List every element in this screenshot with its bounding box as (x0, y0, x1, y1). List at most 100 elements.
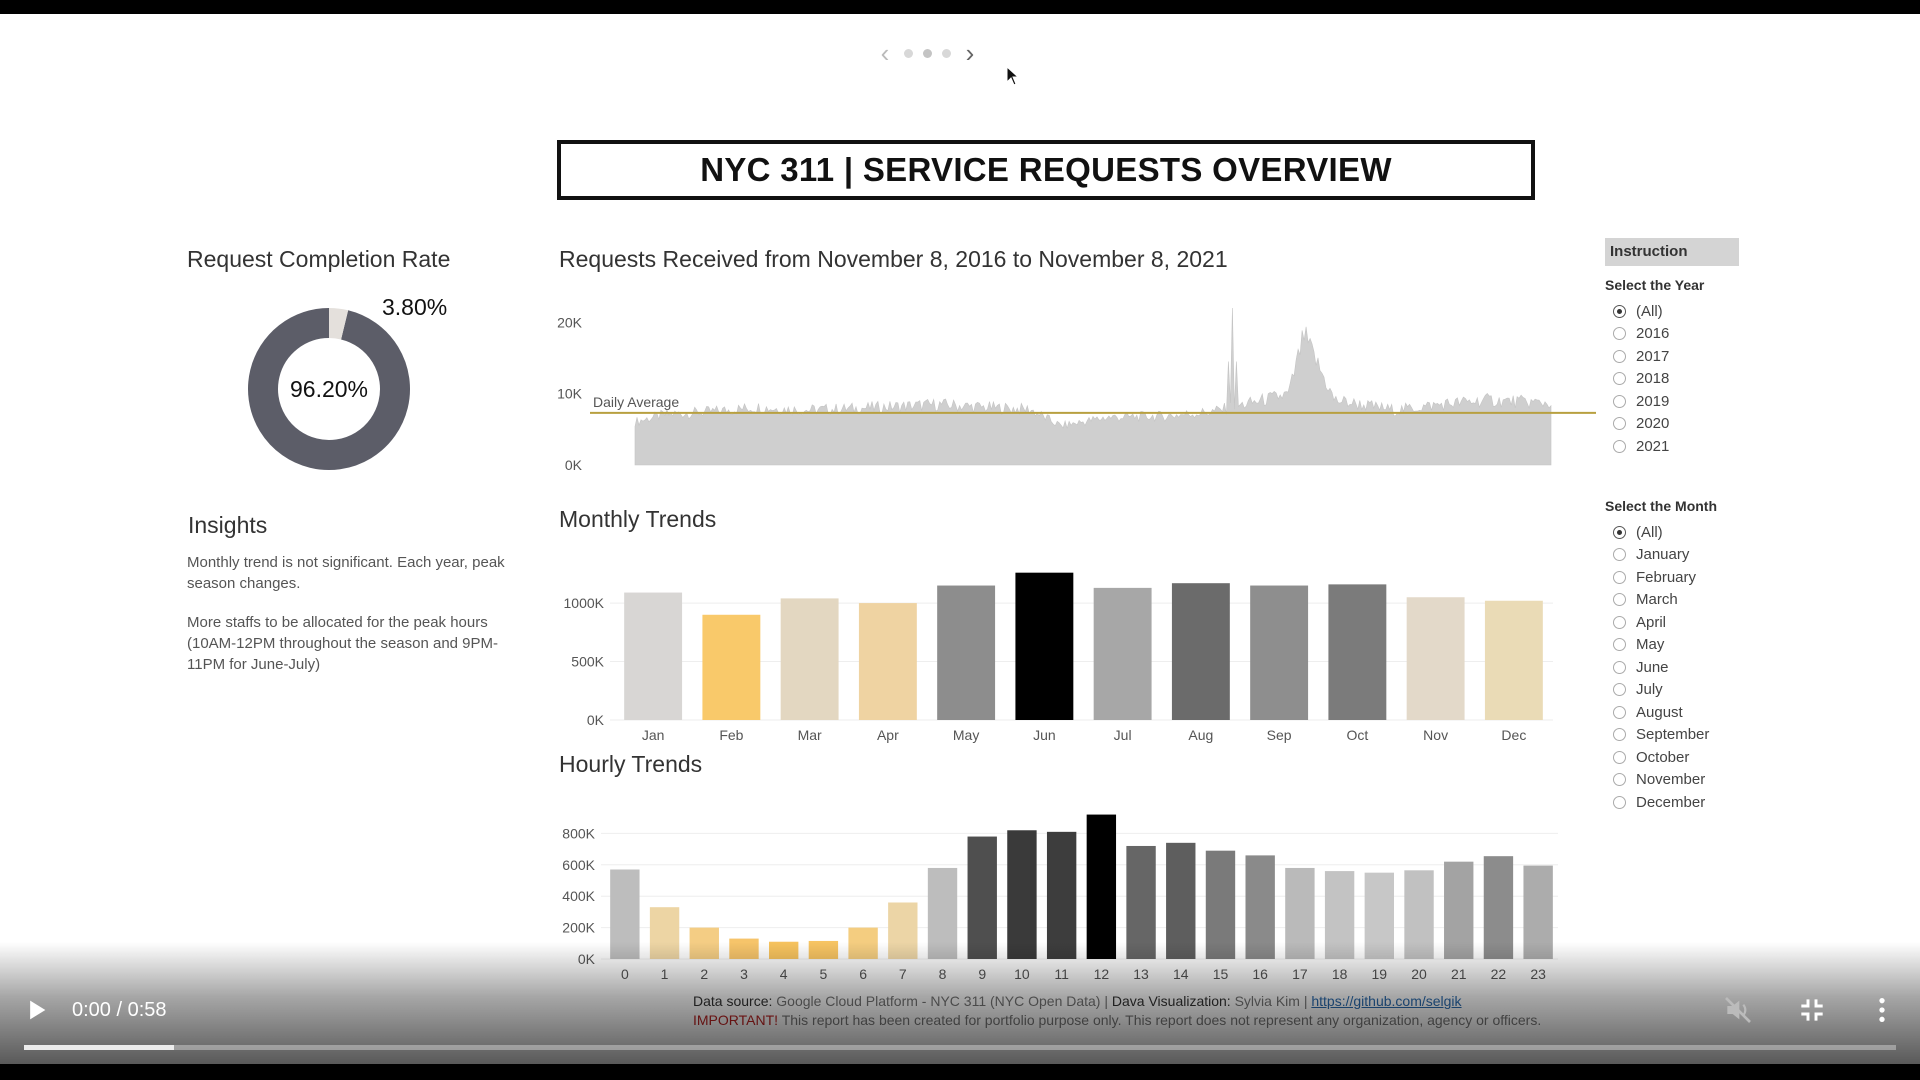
y-tick-label: 0K (587, 712, 605, 728)
year-option[interactable]: 2017 (1605, 345, 1669, 368)
month-option[interactable]: November (1605, 769, 1709, 792)
year-option-label: 2017 (1636, 347, 1670, 365)
radio-button-icon[interactable] (1613, 750, 1626, 764)
pager-dot-active[interactable] (923, 48, 932, 58)
story-pager: ‹ › (876, 38, 979, 68)
radio-button-icon[interactable] (1613, 525, 1626, 539)
muted-icon[interactable] (1722, 994, 1754, 1026)
bar-10[interactable] (1007, 830, 1037, 959)
bar-Oct[interactable] (1328, 584, 1387, 720)
bar-9[interactable] (967, 836, 997, 959)
radio-button-icon[interactable] (1613, 593, 1626, 607)
radio-button-icon[interactable] (1613, 570, 1626, 584)
video-controls-gradient (0, 942, 1920, 1064)
radio-button-icon[interactable] (1613, 773, 1626, 787)
bar-14[interactable] (1166, 842, 1196, 959)
bar-Mar[interactable] (780, 598, 839, 720)
radio-button-icon[interactable] (1613, 728, 1626, 742)
bar-22[interactable] (1483, 856, 1514, 959)
incomplete-pct-label: 3.80% (382, 294, 448, 320)
bar-Jun[interactable] (1015, 572, 1074, 720)
chevron-right-icon[interactable]: › (965, 38, 975, 68)
insight-text-1: Monthly trend is not significant. Each y… (187, 554, 505, 592)
month-option[interactable]: March (1605, 589, 1709, 612)
bar-13[interactable] (1126, 845, 1156, 959)
pager-dot[interactable] (942, 48, 951, 58)
radio-button-icon[interactable] (1613, 683, 1626, 697)
month-option-label: October (1636, 748, 1690, 766)
hourly-trends-chart[interactable]: 800K600K400K200K0K0123456789101112131415… (548, 800, 1563, 990)
month-option[interactable]: February (1605, 566, 1709, 589)
monthly-trends-chart[interactable]: 1000K 500K 0K Jan Feb Mar Apr May Jun Jul Aug Sep Oc… (548, 554, 1563, 754)
y-tick-label: 0K (565, 457, 583, 473)
bar-Jul[interactable] (1093, 587, 1152, 720)
bar-Dec[interactable] (1484, 600, 1543, 720)
more-vert-icon[interactable] (1866, 994, 1898, 1026)
bar-15[interactable] (1205, 850, 1236, 959)
y-tick-label: 500K (571, 654, 604, 670)
year-option[interactable]: 2021 (1605, 435, 1669, 458)
radio-button-icon[interactable] (1613, 548, 1626, 562)
radio-button-icon[interactable] (1613, 417, 1626, 431)
bar-Nov[interactable] (1406, 597, 1465, 720)
bar-Jan[interactable] (624, 592, 683, 720)
completion-donut[interactable]: 96.20% (246, 306, 412, 472)
y-tick-label: 400K (562, 888, 595, 904)
chevron-left-icon[interactable]: ‹ (880, 38, 890, 68)
year-option[interactable]: 2020 (1605, 413, 1669, 436)
video-progress-bar[interactable] (24, 1045, 1896, 1050)
radio-button-icon[interactable] (1613, 394, 1626, 408)
dashboard-title-box: NYC 311 | SERVICE REQUESTS OVERVIEW (557, 140, 1535, 200)
exit-fullscreen-icon[interactable] (1796, 994, 1828, 1026)
month-option[interactable]: (All) (1605, 521, 1709, 544)
instruction-button[interactable]: Instruction (1605, 238, 1739, 266)
bar-Apr[interactable] (858, 603, 917, 720)
month-option[interactable]: May (1605, 634, 1709, 657)
radio-button-icon[interactable] (1613, 327, 1626, 341)
bar-16[interactable] (1245, 855, 1275, 959)
radio-button-icon[interactable] (1613, 372, 1626, 386)
year-option-label: 2019 (1636, 392, 1670, 410)
month-option[interactable]: January (1605, 544, 1709, 567)
month-filter-heading: Select the Month (1605, 498, 1718, 514)
bar-11[interactable] (1046, 831, 1077, 959)
radio-button-icon[interactable] (1613, 615, 1626, 629)
year-option[interactable]: (All) (1605, 300, 1669, 323)
year-option[interactable]: 2016 (1605, 323, 1669, 346)
month-option-label: January (1636, 546, 1690, 564)
x-tick-label: Mar (798, 727, 822, 743)
bar-Aug[interactable] (1171, 583, 1230, 720)
daily-requests-area[interactable] (634, 307, 1552, 466)
play-icon[interactable] (22, 996, 50, 1024)
monthly-chart-title: Monthly Trends (559, 506, 717, 532)
pager-dot[interactable] (904, 48, 913, 58)
bar-12[interactable] (1086, 814, 1117, 959)
y-tick-label: 600K (562, 857, 595, 873)
completed-pct-label: 96.20% (289, 375, 368, 402)
radio-button-icon[interactable] (1613, 660, 1626, 674)
radio-button-icon[interactable] (1613, 349, 1626, 363)
month-option[interactable]: December (1605, 791, 1709, 814)
donut-incomplete-slice[interactable] (248, 308, 410, 470)
month-option-label: June (1636, 658, 1669, 676)
year-option[interactable]: 2018 (1605, 368, 1669, 391)
month-option-label: August (1636, 703, 1683, 721)
month-option[interactable]: September (1605, 724, 1709, 747)
bar-May[interactable] (937, 585, 996, 720)
month-option[interactable]: October (1605, 746, 1709, 769)
month-option[interactable]: August (1605, 701, 1709, 724)
radio-button-icon[interactable] (1613, 439, 1626, 453)
radio-button-icon[interactable] (1613, 304, 1626, 318)
month-option[interactable]: June (1605, 656, 1709, 679)
donut-completed-slice[interactable] (248, 308, 410, 470)
month-option[interactable]: April (1605, 611, 1709, 634)
bar-Feb[interactable] (702, 614, 761, 720)
radio-button-icon[interactable] (1613, 705, 1626, 719)
bar-Sep[interactable] (1250, 585, 1309, 720)
radio-button-icon[interactable] (1613, 638, 1626, 652)
month-option[interactable]: July (1605, 679, 1709, 702)
year-option[interactable]: 2019 (1605, 390, 1669, 413)
year-filter: (All) 2016 2017 2018 2019 2020 2021 (1605, 300, 1669, 458)
radio-button-icon[interactable] (1613, 795, 1626, 809)
